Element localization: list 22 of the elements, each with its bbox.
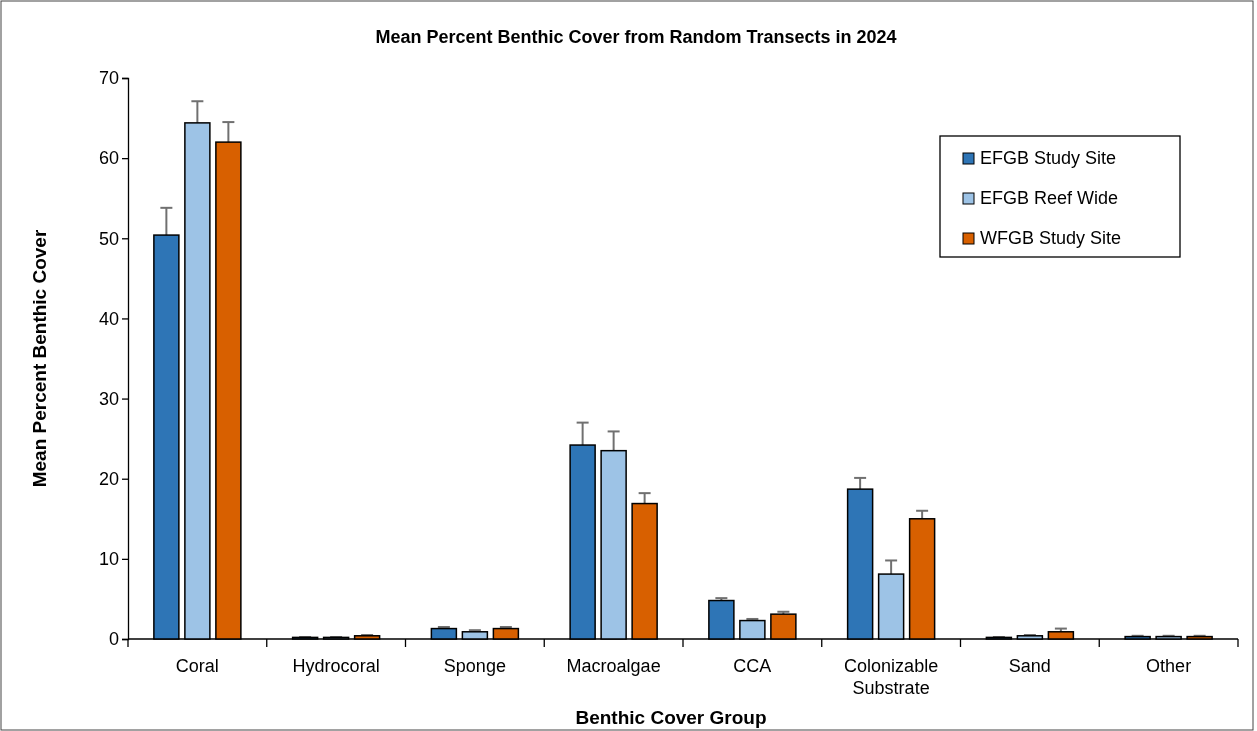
chart-title: Mean Percent Benthic Cover from Random Transects in 2024: [375, 27, 897, 47]
y-tick-label: 0: [108, 629, 119, 650]
y-tick-label: 30: [98, 388, 119, 409]
y-tick-label: 20: [98, 468, 119, 489]
x-tick-label: Other: [1146, 656, 1192, 676]
y-tick-label: 60: [98, 148, 119, 169]
legend-label: EFGB Reef Wide: [980, 188, 1119, 208]
legend-label: EFGB Study Site: [980, 148, 1117, 168]
legend-label: WFGB Study Site: [980, 228, 1122, 248]
x-axis-title: Benthic Cover Group: [575, 707, 767, 728]
y-axis-title: Mean Percent Benthic Cover: [29, 229, 50, 488]
x-tick-label: Coral: [175, 656, 219, 676]
x-tick-label: CCA: [733, 656, 772, 676]
x-tick-label: Sponge: [443, 656, 506, 676]
x-tick-label: Hydrocoral: [292, 656, 380, 676]
y-tick-label: 40: [98, 308, 119, 329]
x-tick-label: Sand: [1008, 656, 1051, 676]
y-tick-label: 50: [98, 228, 119, 249]
y-tick-label: 70: [98, 68, 119, 89]
x-tick-label: Macroalgae: [566, 656, 661, 676]
y-tick-label: 10: [98, 549, 119, 570]
x-tick-label: Colonizable Substrate: [844, 656, 939, 698]
